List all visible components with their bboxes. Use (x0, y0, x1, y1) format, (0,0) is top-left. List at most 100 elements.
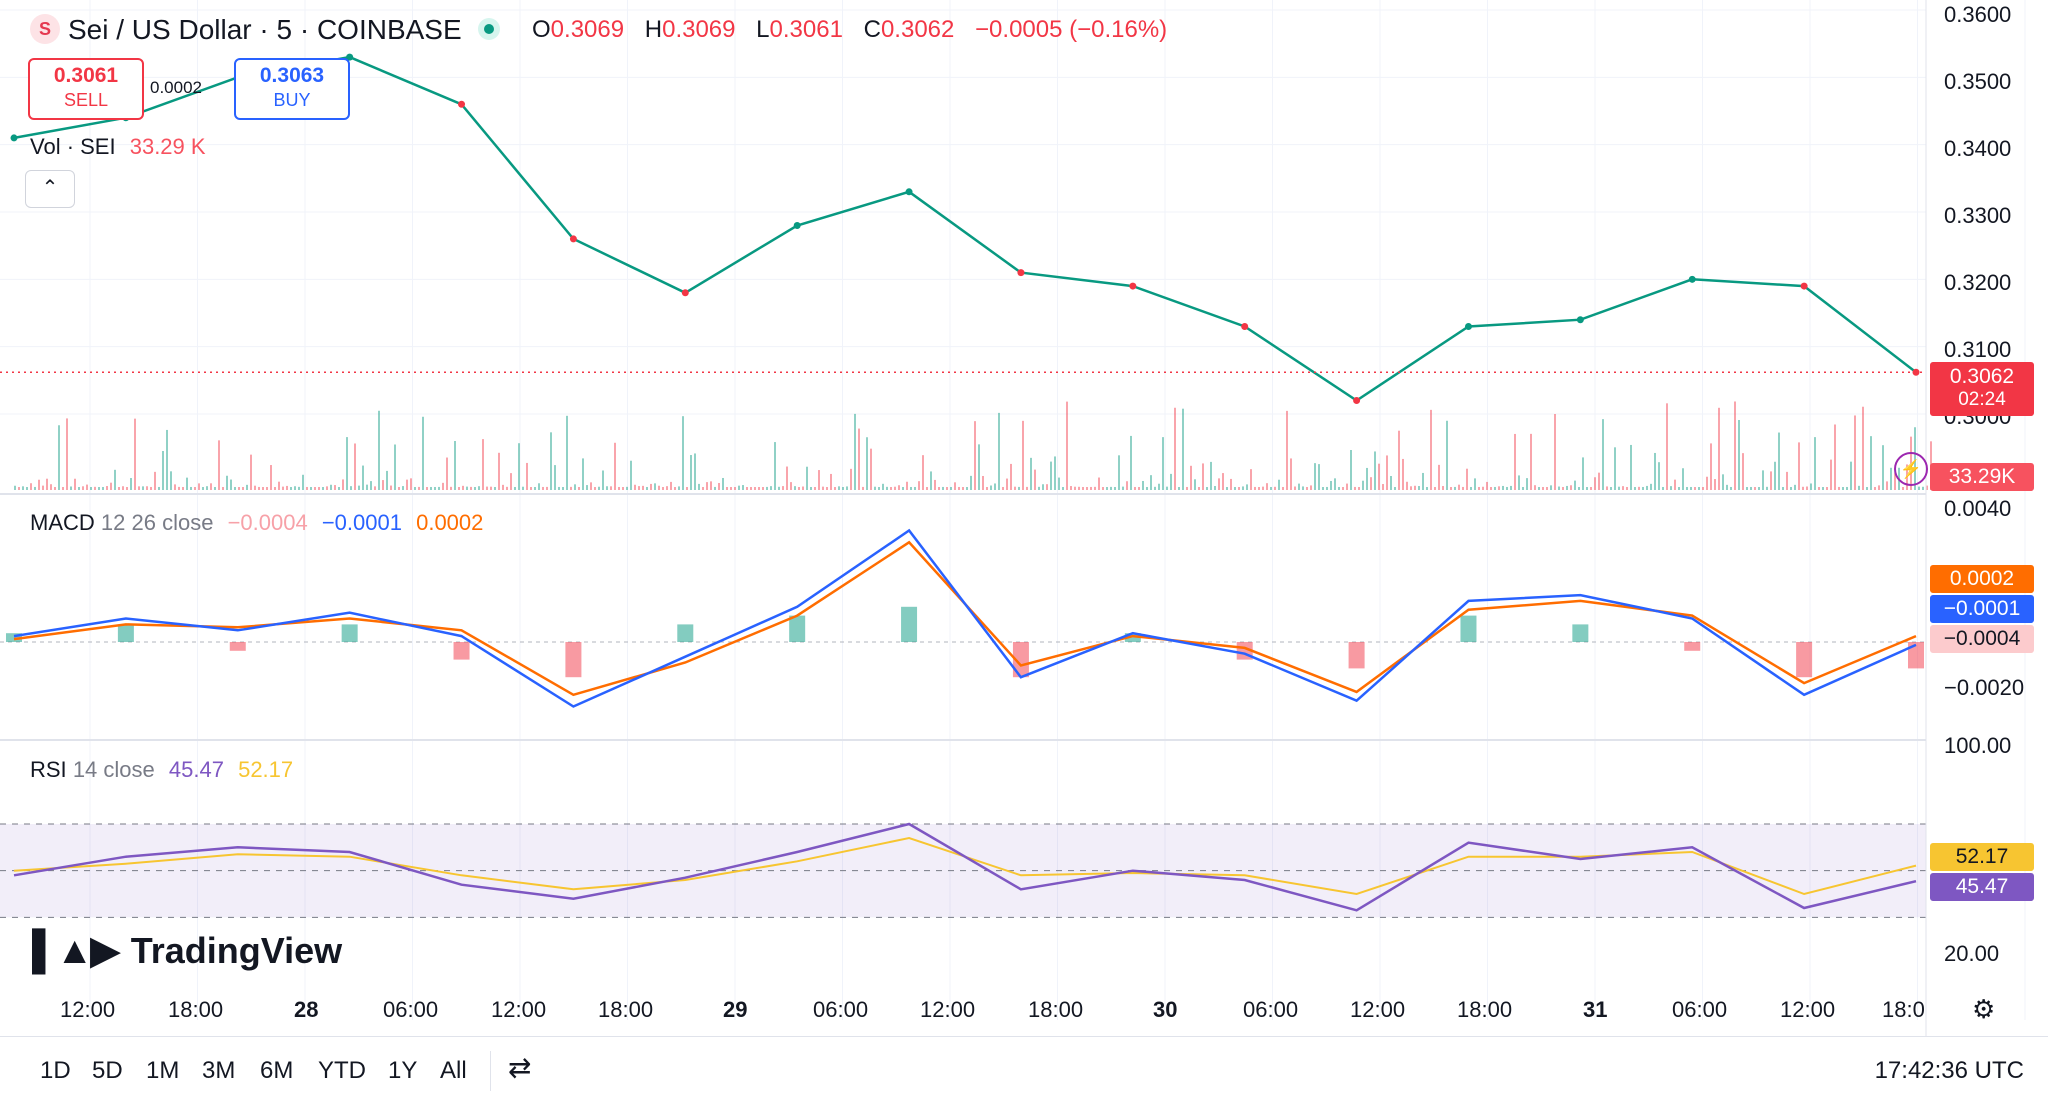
sell-button[interactable]: 0.3061 SELL (28, 58, 144, 120)
volume-bar (1506, 486, 1508, 490)
macd-line-tag: −0.0001 (1930, 595, 2034, 623)
ohlc-legend: O0.3069 H0.3069 L0.3061 C0.3062 −0.0005 … (532, 16, 1181, 44)
volume-bar (1110, 486, 1112, 490)
lightning-icon[interactable]: ⚡ (1894, 452, 1928, 486)
volume-bar (1490, 487, 1492, 490)
volume-bar (1662, 486, 1664, 490)
volume-bar (1038, 486, 1040, 490)
macd-histogram-bar (229, 642, 246, 651)
macd-signal-tag: 0.0002 (1930, 565, 2034, 593)
volume-bar (570, 486, 572, 490)
volume-bar (1034, 469, 1036, 490)
close-value: 0.3062 (880, 16, 955, 43)
volume-bar (1846, 486, 1848, 490)
buy-button[interactable]: 0.3063 BUY (234, 58, 350, 120)
macd-axis-label: 0.0040 (1944, 496, 2012, 521)
volume-bar (1850, 461, 1852, 490)
volume-bar (1690, 486, 1692, 490)
macd-histogram-bar (1012, 642, 1029, 678)
volume-bar (1882, 445, 1884, 490)
volume-bar (1238, 486, 1240, 490)
volume-bar (830, 473, 832, 490)
volume-bar (606, 486, 608, 490)
volume-bar (922, 455, 924, 490)
volume-bar (1354, 486, 1356, 490)
volume-bar (602, 470, 604, 490)
range-button-3m[interactable]: 3M (202, 1057, 236, 1084)
gear-icon[interactable]: ⚙ (1972, 994, 1996, 1024)
volume-bar (498, 452, 500, 490)
volume-bar (342, 479, 344, 490)
volume-bar (822, 486, 824, 490)
volume-bar (170, 471, 172, 490)
volume-bar (686, 486, 688, 490)
volume-bar (1710, 443, 1712, 490)
symbol-title[interactable]: Sei / US Dollar · 5 · COINBASE (68, 14, 462, 45)
volume-bar (874, 486, 876, 490)
range-button-6m[interactable]: 6M (260, 1057, 294, 1084)
volume-bar (50, 484, 52, 490)
volume-bar (670, 481, 672, 490)
range-button-1y[interactable]: 1Y (388, 1057, 418, 1084)
volume-bar (494, 486, 496, 490)
volume-bar (354, 443, 356, 490)
volume-bar (1266, 483, 1268, 490)
volume-bar (522, 486, 524, 490)
volume-bar (1738, 420, 1740, 490)
chart-canvas[interactable] (0, 0, 2048, 1036)
macd-histogram-bar (677, 624, 694, 642)
volume-bar (290, 487, 292, 490)
volume-bar (1146, 486, 1148, 490)
rsi-legend[interactable]: RSI 14 close 45.47 52.17 (30, 757, 293, 783)
volume-bar (1718, 407, 1720, 490)
volume-legend[interactable]: Vol · SEI 33.29 K (30, 134, 206, 160)
volume-bar (734, 487, 736, 490)
volume-bar (1358, 486, 1360, 490)
time-axis-label: 12:00 (60, 997, 116, 1022)
low-key: L (756, 16, 770, 43)
macd-pane (0, 528, 1926, 708)
volume-bar (854, 413, 856, 490)
volume-bar (818, 470, 820, 490)
range-button-1m[interactable]: 1M (146, 1057, 180, 1084)
volume-bar (842, 487, 844, 490)
utc-clock[interactable]: 17:42:36 UTC (1874, 1057, 2024, 1084)
range-button-ytd[interactable]: YTD (318, 1057, 366, 1084)
volume-bar (194, 487, 196, 490)
volume-bar (750, 486, 752, 490)
replay-icon[interactable]: ⇄ (508, 1052, 532, 1083)
volume-bar (442, 482, 444, 490)
open-key: O (532, 16, 551, 43)
symbol-logo-icon: S (30, 14, 60, 44)
volume-bar (970, 475, 972, 490)
volume-bar (710, 481, 712, 490)
tradingview-logo[interactable]: ▌▲▶ TradingView (32, 928, 342, 973)
rsi-value: 45.47 (168, 757, 224, 782)
volume-bar (1378, 463, 1380, 490)
volume-bar (206, 486, 208, 490)
range-button-5d[interactable]: 5D (92, 1057, 123, 1084)
sell-price: 0.3061 (53, 64, 119, 87)
range-button-1d[interactable]: 1D (40, 1057, 71, 1084)
volume-bar (954, 482, 956, 490)
volume-bar (278, 481, 280, 490)
volume-bar (1218, 478, 1220, 490)
macd-hist-tag: −0.0004 (1930, 625, 2034, 653)
volume-bar (102, 486, 104, 490)
volume-bar (690, 455, 692, 490)
range-button-all[interactable]: All (440, 1057, 467, 1084)
volume-bar (298, 486, 300, 490)
macd-legend[interactable]: MACD 12 26 close −0.0004 −0.0001 0.0002 (30, 510, 483, 536)
volume-bar (1682, 468, 1684, 490)
volume-bar (306, 486, 308, 490)
volume-bar (1182, 408, 1184, 490)
volume-bar (1802, 486, 1804, 490)
volume-bar (1362, 480, 1364, 490)
volume-bar (1654, 452, 1656, 490)
volume-bar (738, 485, 740, 490)
volume-bar (662, 487, 664, 490)
collapse-legend-button[interactable]: ⌃ (25, 170, 75, 208)
volume-bar (1810, 483, 1812, 490)
macd-legend-params: 12 26 close (100, 510, 214, 535)
volume-bar (1338, 486, 1340, 490)
